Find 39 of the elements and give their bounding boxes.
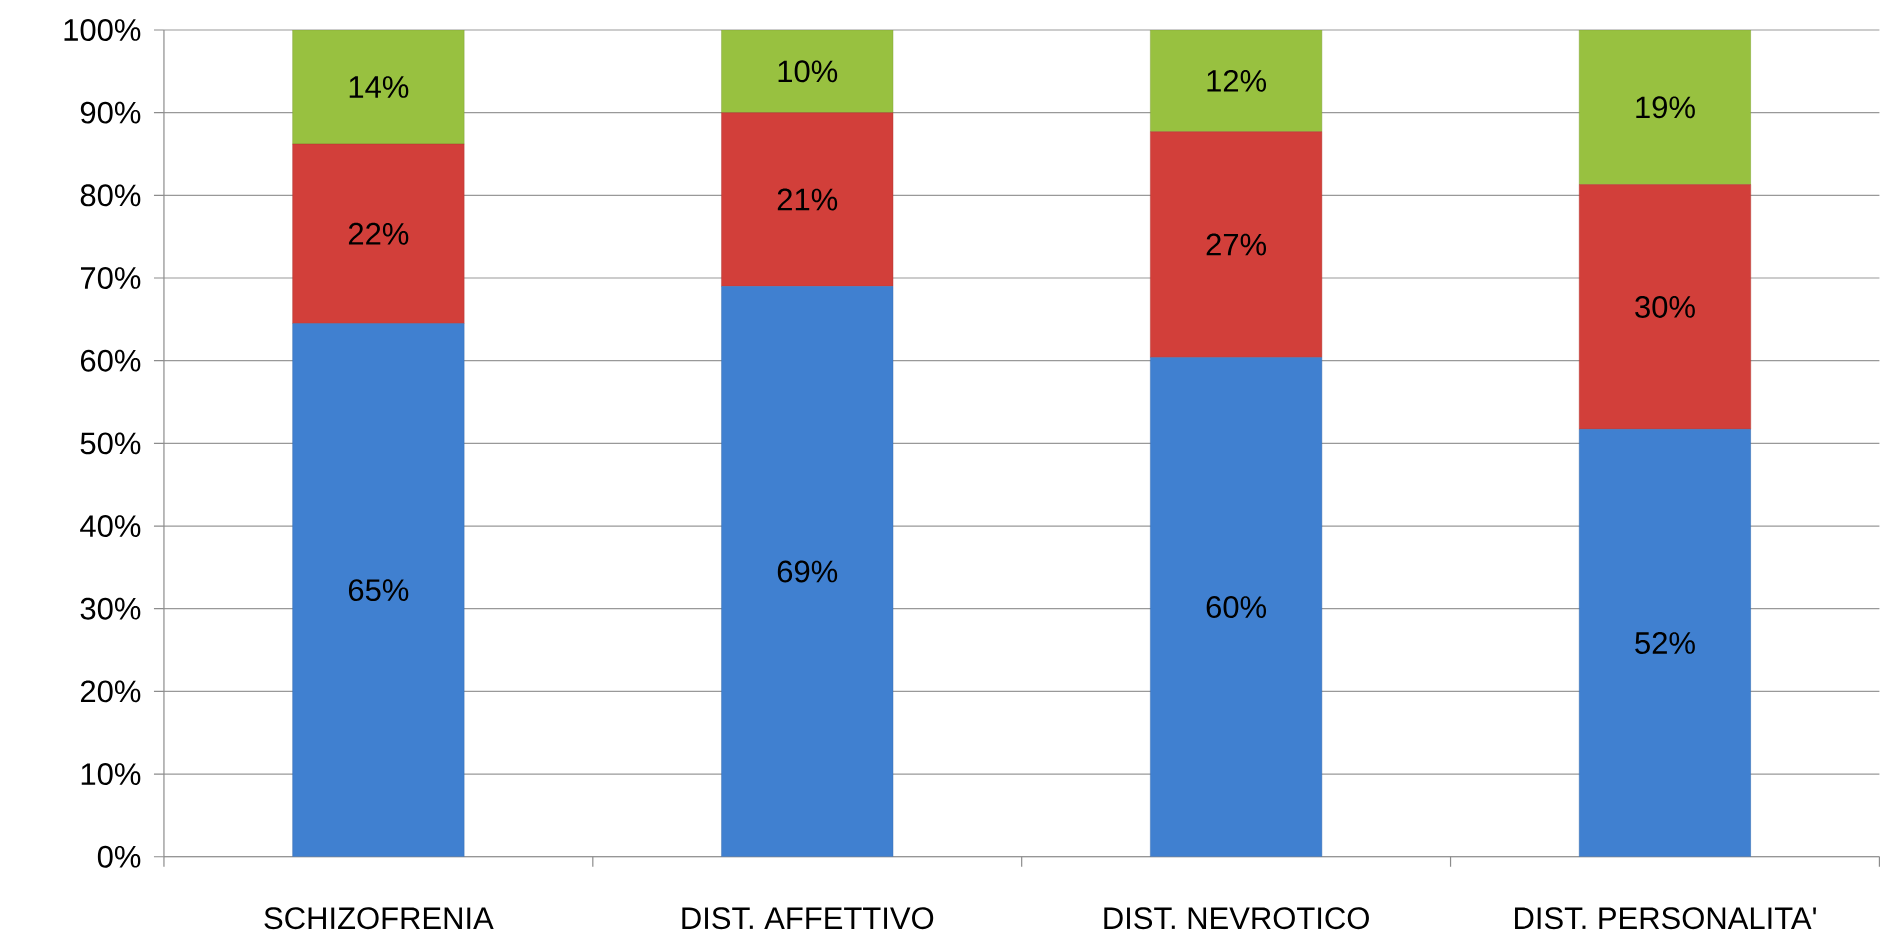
bar <box>1150 131 1323 358</box>
bar <box>292 144 465 324</box>
y-tick-label: 50% <box>80 432 141 455</box>
bar <box>1150 30 1323 133</box>
data-label: 14% <box>349 76 409 99</box>
x-tick-label: DIST. AFFETTIVO <box>682 907 934 930</box>
y-tick-label: 70% <box>81 267 141 290</box>
data-label: 69% <box>777 560 838 583</box>
bar <box>1579 30 1751 186</box>
bar <box>721 286 894 857</box>
y-tick-label: 80% <box>80 184 141 207</box>
y-tick-label: 40% <box>80 515 141 538</box>
data-label: 21% <box>777 188 838 211</box>
bar <box>292 30 465 145</box>
y-tick-label: 20% <box>80 680 141 703</box>
y-tick-label: 100% <box>64 19 141 42</box>
data-label: 19% <box>1636 96 1695 119</box>
y-tick-label: 60% <box>80 349 141 372</box>
data-label: 52% <box>1635 632 1695 655</box>
bar <box>292 323 465 857</box>
data-label: 27% <box>1206 233 1267 256</box>
x-tick-label: SCHIZOFRENIA <box>264 907 494 930</box>
data-label: 30% <box>1635 296 1695 319</box>
data-label: 60% <box>1206 596 1267 619</box>
bar <box>1150 357 1323 857</box>
bar <box>721 30 894 114</box>
x-tick-label: DIST. PERSONALITA' <box>1515 907 1816 930</box>
data-label: 22% <box>348 223 409 245</box>
y-tick-label: 90% <box>80 101 141 124</box>
bar <box>721 112 894 287</box>
data-label: 65% <box>348 579 409 602</box>
data-label: 10% <box>778 60 838 83</box>
y-tick-label: 30% <box>80 597 141 620</box>
bar <box>1579 429 1751 857</box>
y-tick-label: 0% <box>97 846 141 868</box>
y-tick-label: 10% <box>81 763 141 786</box>
bar <box>1579 184 1751 430</box>
data-label: 12% <box>1207 70 1267 92</box>
x-tick-label: DIST. NEVROTICO <box>1104 907 1369 930</box>
